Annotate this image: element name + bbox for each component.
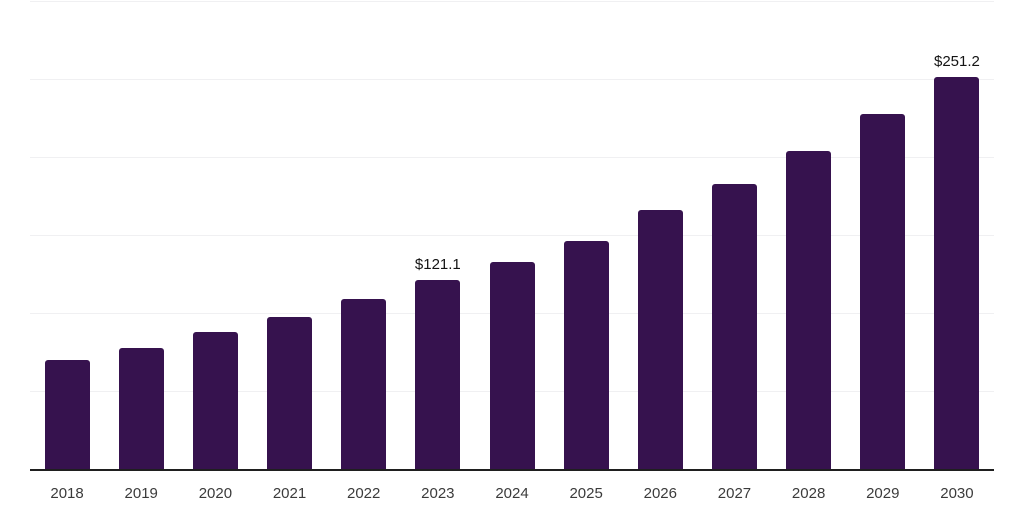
bar-2027: [711, 184, 757, 470]
x-tick-2022: 2022: [347, 485, 381, 502]
x-tick-2023: 2023: [421, 485, 455, 502]
x-tick-2024: 2024: [495, 485, 529, 502]
data-label-2023: $121.1: [414, 256, 461, 274]
bar-2018: [44, 360, 90, 470]
x-tick-2019: 2019: [124, 485, 158, 502]
bar-2023: [415, 280, 461, 470]
x-tick-2027: 2027: [717, 485, 752, 502]
x-axis-line: [30, 469, 994, 471]
bar-2026: [637, 209, 683, 470]
x-tick-2020: 2020: [198, 485, 233, 502]
bar-2022: [341, 299, 387, 470]
x-tick-2021: 2021: [272, 485, 307, 502]
bar-2021: [267, 316, 313, 470]
x-tick-2029: 2029: [866, 485, 900, 502]
bar-2030: [934, 77, 980, 470]
x-tick-2018: 2018: [50, 485, 84, 502]
gridline-150: [30, 235, 994, 236]
bar-2028: [786, 150, 832, 470]
data-label-2030: $251.2: [933, 53, 980, 71]
x-tick-2030: 2030: [940, 485, 974, 502]
x-tick-2025: 2025: [569, 485, 603, 502]
bar-2019: [118, 348, 164, 470]
bar-2024: [489, 262, 535, 470]
bar-2020: [192, 332, 238, 470]
gridline-300: [30, 1, 994, 2]
bar-2025: [563, 240, 609, 470]
gridline-250: [30, 79, 994, 80]
x-tick-2028: 2028: [791, 485, 826, 502]
x-tick-2026: 2026: [643, 485, 677, 502]
gridline-200: [30, 157, 994, 158]
bar-2029: [860, 114, 906, 470]
